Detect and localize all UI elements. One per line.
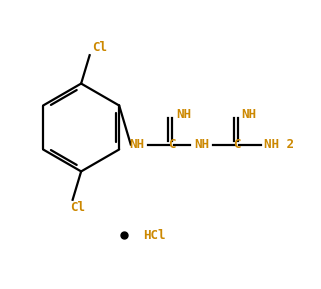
Text: C: C: [168, 138, 176, 151]
Text: C: C: [233, 138, 241, 151]
Text: NH 2: NH 2: [264, 138, 294, 151]
Text: NH: NH: [241, 108, 256, 121]
Text: NH: NH: [194, 138, 209, 151]
Text: Cl: Cl: [70, 201, 85, 214]
Text: NH: NH: [176, 108, 191, 121]
Text: Cl: Cl: [92, 41, 108, 54]
Text: NH: NH: [129, 138, 144, 151]
Text: HCl: HCl: [143, 229, 166, 242]
